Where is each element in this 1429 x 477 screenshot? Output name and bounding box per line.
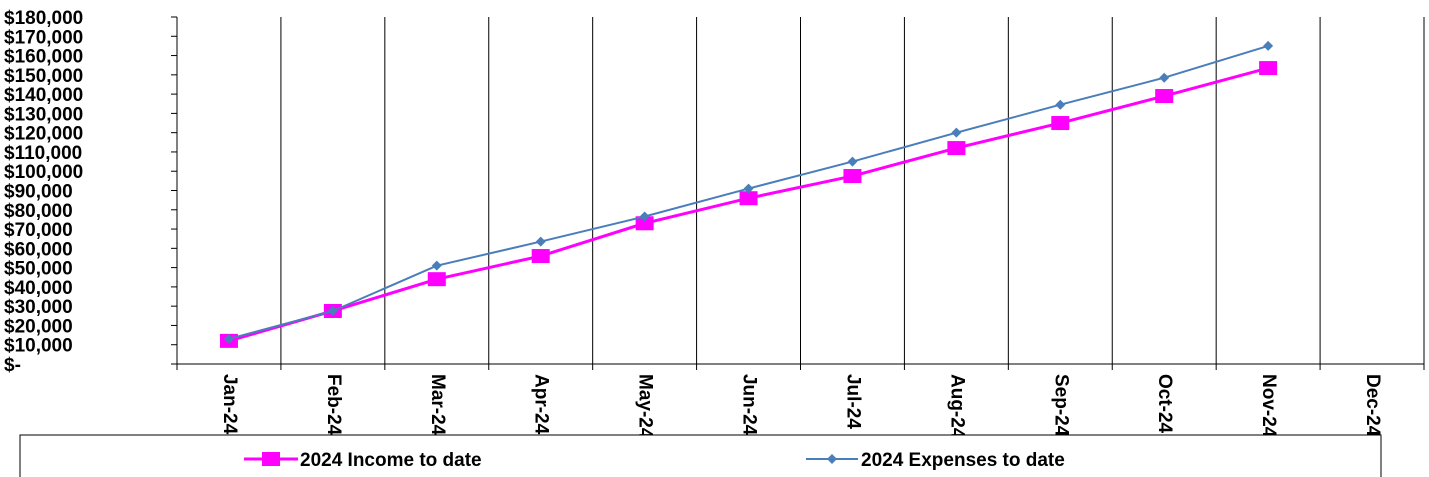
legend-item-expenses: 2024 Expenses to date xyxy=(806,450,1065,471)
data-point-marker xyxy=(327,305,338,316)
y-tick-label: $140,000 xyxy=(4,85,83,106)
data-point-marker xyxy=(535,236,546,247)
data-point-marker xyxy=(739,191,758,206)
x-tick-label: Mar-24 xyxy=(427,374,448,436)
y-tick-label: $40,000 xyxy=(4,278,73,299)
data-point-marker xyxy=(639,211,650,222)
legend-label: 2024 Expenses to date xyxy=(861,450,1065,471)
legend-swatch-marker xyxy=(827,454,837,464)
y-tick-label: $110,000 xyxy=(4,143,82,164)
data-point-marker xyxy=(1155,89,1174,104)
x-tick-label: Sep-24 xyxy=(1050,374,1071,437)
data-point-marker xyxy=(223,333,234,344)
data-point-marker xyxy=(947,141,966,156)
legend-item-income: 2024 Income to date xyxy=(244,450,482,471)
data-point-marker xyxy=(1259,61,1278,76)
legend: 2024 Income to date 2024 Expenses to date xyxy=(19,434,1382,477)
y-tick-label: $70,000 xyxy=(4,220,73,241)
data-point-marker xyxy=(843,169,862,184)
y-tick-label: $130,000 xyxy=(4,104,83,125)
data-point-marker xyxy=(635,216,654,231)
data-point-marker xyxy=(531,249,550,264)
data-point-marker xyxy=(1263,40,1274,51)
legend-box xyxy=(19,434,1382,477)
y-tick-label: $100,000 xyxy=(4,162,83,183)
data-point-marker xyxy=(743,183,754,194)
series-lines xyxy=(219,40,1278,348)
x-tick-label: Jul-24 xyxy=(842,374,863,429)
y-tick-label: $150,000 xyxy=(4,66,83,87)
y-tick-label: $180,000 xyxy=(4,8,83,29)
y-axis: $-$10,000$20,000$30,000$40,000$50,000$60… xyxy=(4,8,178,376)
x-tick-label: Aug-24 xyxy=(946,374,967,439)
y-tick-label: $30,000 xyxy=(4,297,73,318)
y-tick-label: $80,000 xyxy=(4,201,73,222)
x-tick-label: Jun-24 xyxy=(739,374,760,436)
x-tick-label: Oct-24 xyxy=(1154,374,1175,434)
series-income xyxy=(219,61,1278,348)
data-point-marker xyxy=(431,260,442,271)
y-tick-label: $160,000 xyxy=(4,47,83,68)
data-point-marker xyxy=(427,272,446,287)
y-tick-label: $50,000 xyxy=(4,259,73,280)
data-point-marker xyxy=(847,156,858,167)
data-point-marker xyxy=(1159,72,1170,83)
legend-label: 2024 Income to date xyxy=(300,450,482,471)
y-tick-label: $120,000 xyxy=(4,124,83,145)
x-tick-label: Jan-24 xyxy=(219,374,240,435)
x-tick-label: Nov-24 xyxy=(1258,374,1279,438)
x-tick-label: Dec-24 xyxy=(1362,374,1383,437)
y-tick-label: $20,000 xyxy=(4,316,73,337)
x-tick-label: Feb-24 xyxy=(323,374,344,436)
y-tick-label: $- xyxy=(4,355,21,376)
x-tick-label: Apr-24 xyxy=(531,374,552,435)
grid-lines xyxy=(176,17,1425,364)
data-point-marker xyxy=(951,127,962,138)
data-point-marker xyxy=(1055,99,1066,110)
series-expenses xyxy=(223,40,1274,344)
y-tick-label: $90,000 xyxy=(4,182,73,203)
y-tick-label: $170,000 xyxy=(4,27,83,48)
x-axis: Jan-24 Feb-24 Mar-24 Apr-24 May-24 Jun-24 Jul-… xyxy=(176,363,1425,439)
y-tick-label: $10,000 xyxy=(4,336,73,357)
x-tick-label: May-24 xyxy=(635,374,656,439)
legend-swatch-marker xyxy=(262,452,280,466)
y-tick-label: $60,000 xyxy=(4,239,73,260)
data-point-marker xyxy=(1051,116,1070,131)
